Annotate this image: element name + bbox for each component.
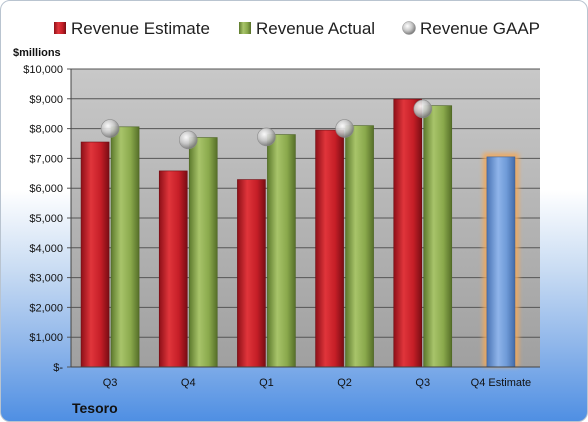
marker-revenue-gaap <box>413 99 433 119</box>
bar-q4-estimate <box>486 156 516 368</box>
x-tick-label: Q3 <box>415 377 430 389</box>
x-axis-ticks: Q3 Q4 Q1 Q2 Q3 Q4 Estimate <box>71 366 540 389</box>
bar-revenue-estimate <box>158 170 188 368</box>
bar-revenue-actual <box>423 105 453 368</box>
y-tick-label: $10,000 <box>23 64 63 76</box>
marker-revenue-gaap <box>257 127 276 147</box>
gaap-markers <box>100 99 433 150</box>
bar-revenue-actual <box>188 137 218 368</box>
legend: Revenue Estimate Revenue Actual Revenue … <box>54 19 540 38</box>
x-tick-label: Q1 <box>259 377 274 389</box>
legend-swatch-revenue-actual <box>239 22 251 34</box>
legend-swatch-revenue-estimate <box>54 22 66 34</box>
y-tick-label: $7,000 <box>29 153 63 165</box>
bar-revenue-estimate <box>80 141 110 368</box>
legend-swatch-revenue-gaap <box>402 21 416 35</box>
bar-revenue-estimate <box>393 98 423 368</box>
bar-revenue-actual <box>345 125 374 368</box>
y-tick-label: $6,000 <box>29 183 63 195</box>
y-tick-label: $- <box>53 362 63 374</box>
bars <box>80 98 519 368</box>
y-tick-label: $2,000 <box>29 302 63 314</box>
x-tick-label: Q4 <box>181 377 196 389</box>
x-tick-label: Q2 <box>337 377 352 389</box>
bar-revenue-estimate <box>315 129 344 368</box>
marker-revenue-gaap <box>178 130 198 150</box>
y-tick-label: $8,000 <box>29 124 63 136</box>
legend-item-revenue-actual: Revenue Actual <box>239 19 375 38</box>
y-tick-label: $5,000 <box>29 213 63 225</box>
y-tick-label: $4,000 <box>29 243 63 255</box>
legend-item-revenue-estimate: Revenue Estimate <box>54 19 210 38</box>
x-tick-label: Q4 Estimate <box>471 377 532 389</box>
y-tick-label: $1,000 <box>29 332 63 344</box>
legend-label-revenue-estimate: Revenue Estimate <box>71 19 210 38</box>
company-label: Tesoro <box>72 400 118 416</box>
y-axis-ticks: $- $1,000 $2,000 $3,000 $4,000 $5,000 $6,000 $7… <box>23 64 72 374</box>
y-tick-label: $3,000 <box>29 273 63 285</box>
gridlines <box>71 68 540 368</box>
x-tick-label: Q3 <box>103 377 118 389</box>
bar-revenue-actual <box>110 126 140 368</box>
legend-label-revenue-gaap: Revenue GAAP <box>420 19 540 38</box>
legend-label-revenue-actual: Revenue Actual <box>256 19 375 38</box>
marker-revenue-gaap <box>100 119 120 138</box>
y-tick-label: $9,000 <box>29 94 63 106</box>
y-axis-unit-label: $millions <box>13 47 61 59</box>
legend-item-revenue-gaap: Revenue GAAP <box>402 19 540 38</box>
bar-revenue-estimate <box>237 179 266 368</box>
marker-revenue-gaap <box>335 119 354 138</box>
bar-revenue-actual <box>267 134 296 368</box>
